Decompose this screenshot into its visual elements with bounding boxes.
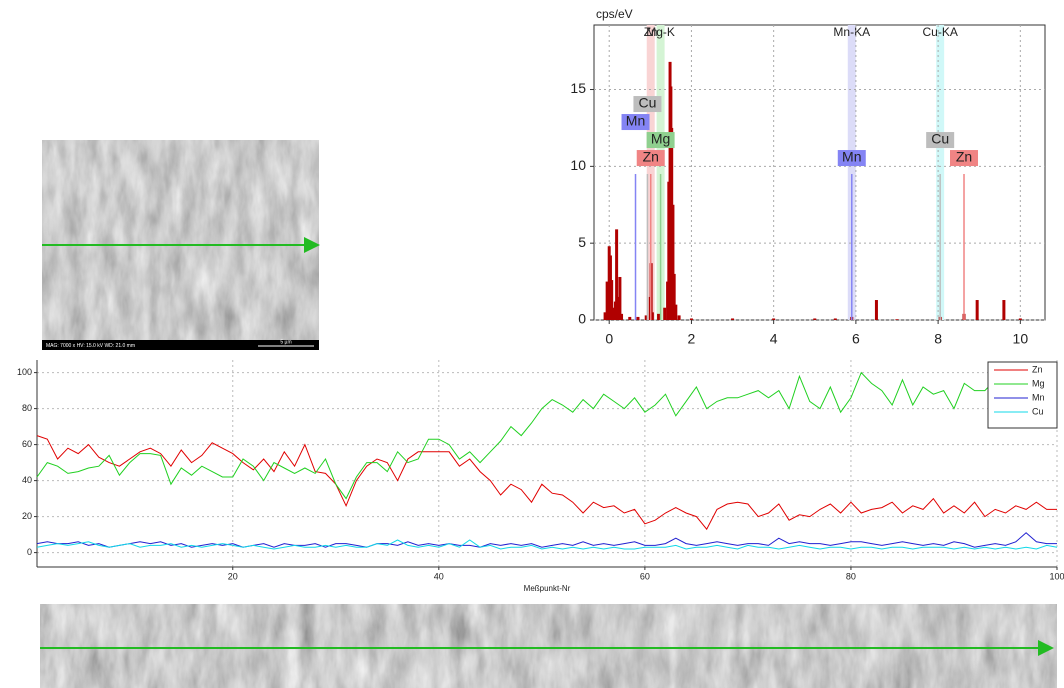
spectrum-peak: [628, 317, 631, 320]
spectrum-peak: [620, 314, 623, 320]
element-label: Cu: [638, 95, 656, 111]
spectrum-peak: [813, 318, 816, 320]
y-tick-label: 20: [22, 511, 32, 521]
legend-box: [988, 362, 1057, 428]
sem-image: MAG: 7000 x HV: 15.0 kV WD: 21.0 mm 5 µm: [42, 140, 319, 350]
spectrum-peak: [618, 277, 621, 320]
plot-area: [37, 360, 1057, 567]
peak-label: Mg-K: [646, 25, 675, 39]
x-axis-label: Meßpunkt-Nr: [524, 584, 571, 593]
y-tick-label: 0: [27, 547, 32, 557]
y-tick-label: 5: [578, 234, 586, 250]
x-tick-label: 6: [852, 331, 860, 347]
element-label: Zn: [643, 149, 659, 165]
x-tick-label: 8: [934, 331, 942, 347]
spectrum-peak: [731, 318, 734, 320]
line-scan-chart: 0 20 40 60 80 100 20 40 60 80 100 Meßpunkt-Nr Zn Mg Mn…: [17, 360, 1064, 593]
sem-scale: 5 µm: [280, 339, 291, 345]
spectrum-peak: [875, 300, 878, 320]
spectrum-peak: [834, 318, 837, 320]
x-tick-label: 4: [770, 331, 778, 347]
y-tick-label: 0: [578, 311, 586, 327]
spectrum-peak: [678, 315, 681, 320]
y-tick-label: 10: [570, 157, 586, 173]
y-tick-label: 60: [22, 439, 32, 449]
element-label: Cu: [931, 131, 949, 147]
spectrum-peak: [690, 318, 693, 320]
spectrum-peak: [1002, 300, 1005, 320]
spectrum-peak: [1019, 318, 1022, 320]
x-tick-label: 10: [1013, 331, 1029, 347]
legend-label: Mg: [1032, 378, 1045, 388]
y-tick-label: 100: [17, 367, 32, 377]
peak-label: Mn-KA: [833, 25, 870, 39]
y-tick-label: 15: [570, 80, 586, 96]
legend-label: Mn: [1032, 392, 1045, 402]
element-label: Mn: [842, 149, 861, 165]
spectrum-peak: [895, 319, 898, 320]
spectrum-chart: Zn Mg-K Mn-KA Cu-KA 0 5 10 15 0 2 4 6 8 10 cps/eV Cu Mn M…: [570, 7, 1045, 347]
x-tick-label: 100: [1049, 571, 1064, 581]
y-tick-label: 40: [22, 475, 32, 485]
sem-strip: [40, 604, 1057, 688]
x-tick-label: 60: [640, 571, 650, 581]
peak-label: Cu-KA: [922, 25, 957, 39]
spectrum-peak: [657, 314, 660, 320]
page: MAG: 7000 x HV: 15.0 kV WD: 21.0 mm 5 µm…: [0, 0, 1064, 688]
y-tick-label: 80: [22, 403, 32, 413]
sem-caption: MAG: 7000 x HV: 15.0 kV WD: 21.0 mm: [46, 343, 135, 349]
x-tick-label: 0: [605, 331, 613, 347]
y-axis-label: cps/eV: [596, 7, 633, 21]
spectrum-peak: [772, 318, 775, 320]
x-tick-label: 20: [228, 571, 238, 581]
legend-label: Cu: [1032, 406, 1044, 416]
spectrum-peak: [976, 300, 979, 320]
spectrum-peak: [663, 308, 666, 320]
element-label: Zn: [956, 149, 972, 165]
legend-label: Zn: [1032, 364, 1043, 374]
x-tick-label: 80: [846, 571, 856, 581]
x-tick-label: 2: [688, 331, 696, 347]
spectrum-peak: [636, 317, 639, 320]
spectrum-peak: [674, 305, 677, 320]
x-tick-label: 40: [434, 571, 444, 581]
element-label: Mn: [626, 113, 645, 129]
element-label: Mg: [651, 131, 670, 147]
